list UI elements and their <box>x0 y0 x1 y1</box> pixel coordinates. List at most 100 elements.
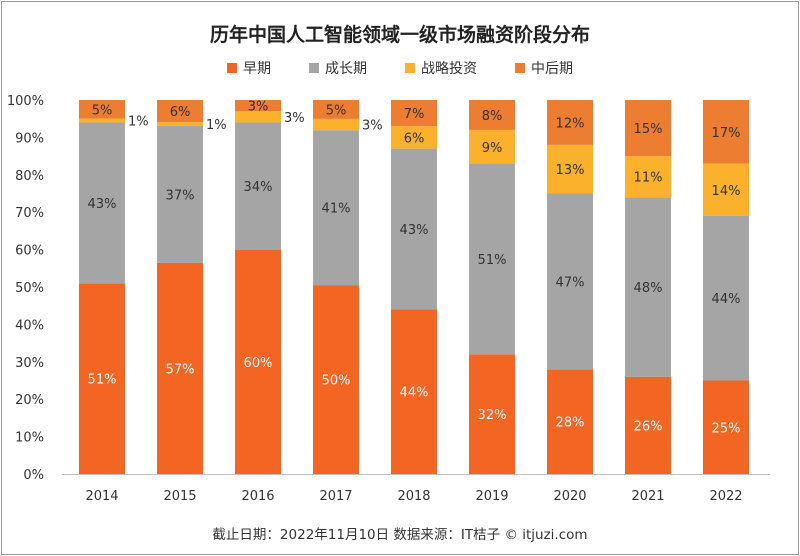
data-label: 5% <box>92 103 113 118</box>
data-label: 28% <box>556 416 585 431</box>
data-label: 1% <box>128 115 149 130</box>
legend-item: 战略投资 <box>405 58 477 78</box>
legend-item: 中后期 <box>515 58 573 78</box>
bar-segment <box>469 354 515 474</box>
data-label: 9% <box>482 141 503 156</box>
data-label: 6% <box>404 131 425 146</box>
y-tick-label: 40% <box>15 318 44 333</box>
x-tick-label: 2016 <box>241 489 274 504</box>
x-tick-label: 2020 <box>553 489 586 504</box>
bar-segment <box>547 369 593 474</box>
x-tick-label: 2015 <box>163 489 196 504</box>
bar-segment <box>469 129 515 164</box>
legend: 早期 成长期 战略投资 中后期 <box>0 58 800 78</box>
bar-segment <box>313 285 359 474</box>
y-tick-label: 80% <box>15 169 44 184</box>
bar-segment <box>391 100 437 127</box>
legend-item: 早期 <box>227 58 271 78</box>
y-tick-label: 0% <box>23 468 44 483</box>
bar-segment <box>469 100 515 130</box>
bar-segment <box>79 118 125 123</box>
legend-label: 战略投资 <box>421 61 477 77</box>
legend-swatch <box>405 63 415 73</box>
data-label: 25% <box>712 421 741 436</box>
data-label: 6% <box>170 105 191 120</box>
data-label: 34% <box>244 180 273 195</box>
y-tick-label: 50% <box>15 281 44 296</box>
data-label: 43% <box>400 223 429 238</box>
x-tick-label: 2014 <box>85 489 118 504</box>
data-label: 47% <box>556 275 585 290</box>
bar-segment <box>235 249 281 474</box>
bar-segment <box>547 193 593 370</box>
data-label: 51% <box>88 373 117 388</box>
data-label: 3% <box>248 100 269 115</box>
data-label: 37% <box>166 188 195 203</box>
data-label: 26% <box>634 419 663 434</box>
bar-segment <box>391 148 437 310</box>
legend-swatch <box>309 63 319 73</box>
x-tick-label: 2019 <box>475 489 508 504</box>
x-tick-label: 2021 <box>631 489 664 504</box>
bar-segment <box>469 163 515 355</box>
y-tick-label: 10% <box>15 431 44 446</box>
data-label: 50% <box>322 374 351 389</box>
data-label: 5% <box>326 103 347 118</box>
data-label: 43% <box>88 197 117 212</box>
chart-title: 历年中国人工智能领域一级市场融资阶段分布 <box>209 24 590 46</box>
bar-segment <box>703 163 749 216</box>
bar-segment <box>235 111 281 123</box>
data-label: 1% <box>206 118 227 133</box>
data-label: 12% <box>556 116 585 131</box>
x-tick-label: 2022 <box>709 489 742 504</box>
bar-segment <box>547 144 593 194</box>
bar-segment <box>79 283 125 474</box>
bar-segment <box>625 156 671 198</box>
data-label: 51% <box>478 253 507 268</box>
legend-label: 成长期 <box>325 61 367 77</box>
y-tick-label: 70% <box>15 206 44 221</box>
bar-segment <box>391 126 437 149</box>
data-label: 17% <box>712 126 741 141</box>
y-tick-label: 60% <box>15 244 44 259</box>
data-label: 41% <box>322 202 351 217</box>
legend-swatch <box>227 63 237 73</box>
bar-segment <box>157 122 203 126</box>
legend-item: 成长期 <box>309 58 367 78</box>
bar-segment <box>625 376 671 474</box>
bar-segment <box>547 100 593 145</box>
bar-segment <box>235 122 281 250</box>
bar-segment <box>157 125 203 263</box>
bar-segment <box>235 100 281 112</box>
y-tick-label: 20% <box>15 393 44 408</box>
bar-segment <box>313 130 359 286</box>
data-label: 7% <box>404 107 425 122</box>
bar-segment <box>157 262 203 474</box>
bar-segment <box>79 122 125 284</box>
x-tick-label: 2017 <box>319 489 352 504</box>
data-label: 44% <box>400 386 429 401</box>
bar-segment <box>625 197 671 377</box>
y-tick-label: 30% <box>15 356 44 371</box>
footer-source: 截止日期：2022年11月10日 数据来源：IT桔子 © itjuzi.com <box>212 527 588 543</box>
data-label: 3% <box>284 111 305 126</box>
bar-segment <box>703 215 749 381</box>
data-label: 3% <box>362 119 383 134</box>
bar-segment <box>313 100 359 119</box>
legend-label: 中后期 <box>531 61 573 77</box>
data-label: 57% <box>166 362 195 377</box>
data-label: 15% <box>634 122 663 137</box>
bar-segment <box>391 309 437 474</box>
legend-swatch <box>515 63 525 73</box>
y-tick-label: 100% <box>7 94 44 109</box>
bar-segment <box>157 100 203 123</box>
bar-segment <box>313 118 359 131</box>
bar-segment <box>625 100 671 157</box>
bar-segment <box>703 380 749 474</box>
y-tick-label: 90% <box>15 131 44 146</box>
data-label: 14% <box>712 184 741 199</box>
data-label: 32% <box>478 408 507 423</box>
bar-segment <box>703 100 749 164</box>
